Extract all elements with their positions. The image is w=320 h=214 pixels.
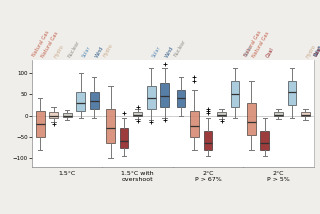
PathPatch shape — [106, 109, 115, 143]
Text: Hydro: Hydro — [102, 43, 114, 58]
Text: Coal: Coal — [314, 46, 320, 58]
X-axis label: 2°C
P > 5%: 2°C P > 5% — [267, 171, 290, 182]
PathPatch shape — [49, 112, 58, 118]
Text: Solar: Solar — [81, 45, 92, 59]
Text: Hydro: Hydro — [306, 44, 317, 59]
PathPatch shape — [36, 111, 44, 137]
Text: Wind: Wind — [314, 45, 320, 58]
PathPatch shape — [301, 112, 310, 116]
X-axis label: 2°C
P > 67%: 2°C P > 67% — [195, 171, 221, 182]
PathPatch shape — [190, 111, 199, 137]
Text: Natural Gas: Natural Gas — [32, 30, 51, 58]
Text: Solar: Solar — [243, 44, 254, 58]
PathPatch shape — [120, 128, 128, 148]
Text: Natural Gas: Natural Gas — [40, 31, 59, 59]
PathPatch shape — [288, 81, 296, 105]
PathPatch shape — [274, 112, 283, 116]
Text: Solar: Solar — [151, 45, 162, 59]
X-axis label: 1.5°C: 1.5°C — [59, 171, 76, 176]
Text: Natural Gas: Natural Gas — [251, 31, 270, 59]
PathPatch shape — [260, 131, 269, 150]
PathPatch shape — [133, 112, 142, 116]
Text: Nuclear: Nuclear — [173, 39, 187, 58]
PathPatch shape — [160, 83, 169, 107]
PathPatch shape — [204, 131, 212, 150]
PathPatch shape — [217, 112, 226, 116]
PathPatch shape — [177, 90, 185, 107]
PathPatch shape — [76, 92, 85, 111]
PathPatch shape — [90, 92, 99, 109]
PathPatch shape — [247, 103, 256, 135]
PathPatch shape — [231, 81, 239, 107]
PathPatch shape — [63, 113, 72, 117]
Text: Coal: Coal — [265, 47, 275, 59]
Text: Hydro: Hydro — [54, 44, 65, 59]
Text: Wind: Wind — [165, 46, 175, 59]
X-axis label: 1.5°C with
overshoot: 1.5°C with overshoot — [121, 171, 154, 182]
Text: Solar: Solar — [314, 44, 320, 58]
Text: Nuclear: Nuclear — [67, 40, 81, 59]
Text: Natural Gas: Natural Gas — [243, 30, 262, 58]
Text: Wind: Wind — [94, 46, 105, 59]
PathPatch shape — [147, 86, 156, 109]
